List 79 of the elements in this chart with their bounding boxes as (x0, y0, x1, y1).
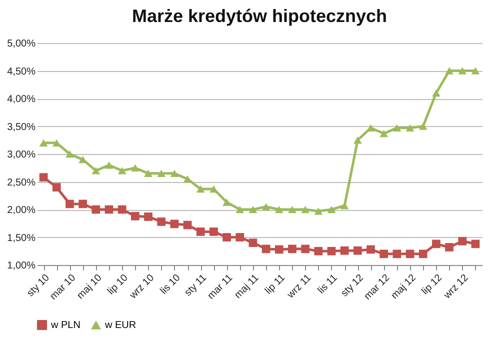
point (445, 243, 454, 252)
y-tick-label: 2,00% (7, 205, 36, 216)
point (196, 228, 205, 236)
point (274, 206, 284, 214)
point (39, 173, 48, 182)
point (183, 220, 192, 230)
point (66, 200, 74, 208)
point (222, 233, 231, 242)
point (157, 218, 166, 226)
point (144, 170, 152, 178)
point (288, 244, 296, 254)
point (92, 205, 100, 214)
point (248, 206, 258, 214)
point (471, 240, 480, 248)
point (406, 124, 414, 132)
point (458, 67, 467, 74)
point (104, 161, 114, 169)
x-tick-label: lis 10 (158, 272, 184, 297)
point (170, 220, 179, 228)
point (406, 250, 414, 258)
point (380, 250, 388, 258)
point (118, 205, 126, 214)
point (262, 244, 270, 254)
y-tick-label: 1,50% (7, 232, 36, 244)
point (380, 130, 388, 138)
point (130, 212, 140, 220)
y-tick-label: 4,50% (7, 66, 36, 78)
point (314, 208, 323, 215)
y-tick-label: 3,50% (7, 122, 36, 133)
y-tick-label: 3,00% (7, 150, 36, 160)
point (196, 185, 205, 193)
point (262, 203, 270, 210)
point (222, 198, 231, 206)
point (210, 228, 218, 236)
legend-label: w PLN (50, 320, 80, 331)
point (144, 212, 152, 221)
point (471, 67, 480, 74)
legend-label: w EUR (104, 320, 136, 331)
point (157, 170, 166, 178)
point (104, 205, 114, 214)
point (418, 122, 428, 130)
point (327, 206, 336, 214)
point (248, 238, 258, 247)
y-tick-label: 1,00% (7, 260, 36, 272)
point (210, 185, 218, 193)
point (301, 206, 310, 214)
point (432, 89, 440, 97)
point (288, 206, 296, 214)
point (445, 67, 454, 74)
point (432, 240, 440, 248)
point (366, 245, 375, 254)
point (458, 236, 467, 246)
point (39, 139, 48, 147)
y-tick-label: 2,50% (7, 177, 36, 188)
point (52, 183, 61, 192)
point (314, 246, 323, 256)
point (392, 250, 402, 258)
point (170, 170, 179, 178)
point (418, 250, 428, 258)
point (274, 245, 284, 254)
point (236, 233, 244, 242)
point (92, 167, 100, 174)
x-tick-label: lis 11 (316, 272, 340, 296)
point (118, 167, 126, 174)
y-tick-label: 4,00% (7, 94, 36, 105)
point (353, 136, 362, 144)
point (327, 246, 336, 256)
point (366, 124, 375, 132)
x-tick-label: maj 11 (232, 272, 262, 301)
y-tick-label: 5,00% (7, 38, 36, 50)
point (353, 246, 362, 255)
point (130, 164, 140, 172)
point (392, 124, 402, 132)
point (66, 150, 74, 158)
point (78, 200, 87, 208)
chart-title: Marże kredytów hipotecznych (132, 6, 388, 26)
point (301, 244, 310, 254)
point (340, 246, 349, 255)
point (236, 206, 244, 214)
